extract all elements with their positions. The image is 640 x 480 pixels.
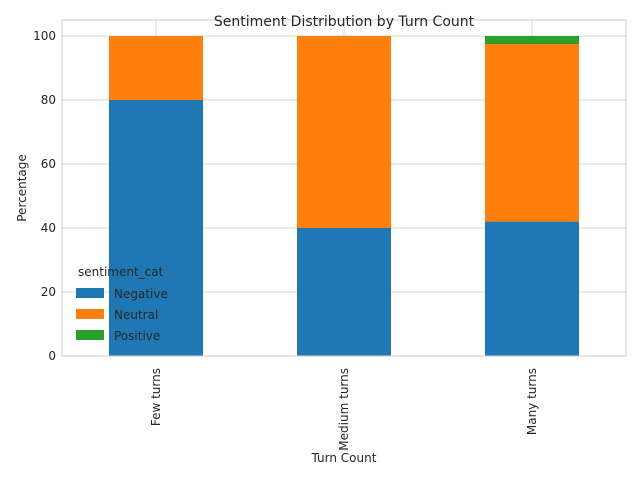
bar-negative-2 bbox=[297, 228, 391, 356]
y-tick-label: 100 bbox=[33, 29, 56, 43]
legend-swatch-positive bbox=[76, 330, 104, 340]
bars bbox=[109, 36, 579, 356]
bar-neutral-3 bbox=[485, 44, 579, 222]
y-tick-label: 40 bbox=[41, 221, 56, 235]
x-ticks: Few turns Medium turns Many turns bbox=[149, 368, 539, 451]
legend-label-neutral: Neutral bbox=[114, 308, 158, 322]
y-axis-label: Percentage bbox=[15, 154, 29, 222]
bar-positive-3 bbox=[485, 36, 579, 44]
y-tick-label: 0 bbox=[48, 349, 56, 363]
legend-label-negative: Negative bbox=[114, 287, 168, 301]
legend-title: sentiment_cat bbox=[78, 265, 164, 279]
legend-swatch-neutral bbox=[76, 309, 104, 319]
legend-label-positive: Positive bbox=[114, 329, 160, 343]
bar-negative-3 bbox=[485, 221, 579, 356]
x-tick-label: Few turns bbox=[149, 368, 163, 426]
x-tick-label: Medium turns bbox=[337, 368, 351, 451]
legend-swatch-negative bbox=[76, 288, 104, 298]
y-tick-label: 20 bbox=[41, 285, 56, 299]
bar-neutral-1 bbox=[109, 36, 203, 100]
legend: sentiment_cat Negative Neutral Positive bbox=[76, 265, 168, 343]
x-axis-label: Turn Count bbox=[311, 451, 377, 465]
chart-title: Sentiment Distribution by Turn Count bbox=[214, 14, 475, 30]
bar-negative-1 bbox=[109, 100, 203, 356]
bar-neutral-2 bbox=[297, 36, 391, 228]
plot-frame bbox=[61, 19, 627, 357]
y-ticks: 0 20 40 60 80 100 bbox=[33, 29, 56, 363]
y-tick-label: 60 bbox=[41, 157, 56, 171]
y-tick-label: 80 bbox=[41, 93, 56, 107]
x-tick-label: Many turns bbox=[525, 368, 539, 435]
